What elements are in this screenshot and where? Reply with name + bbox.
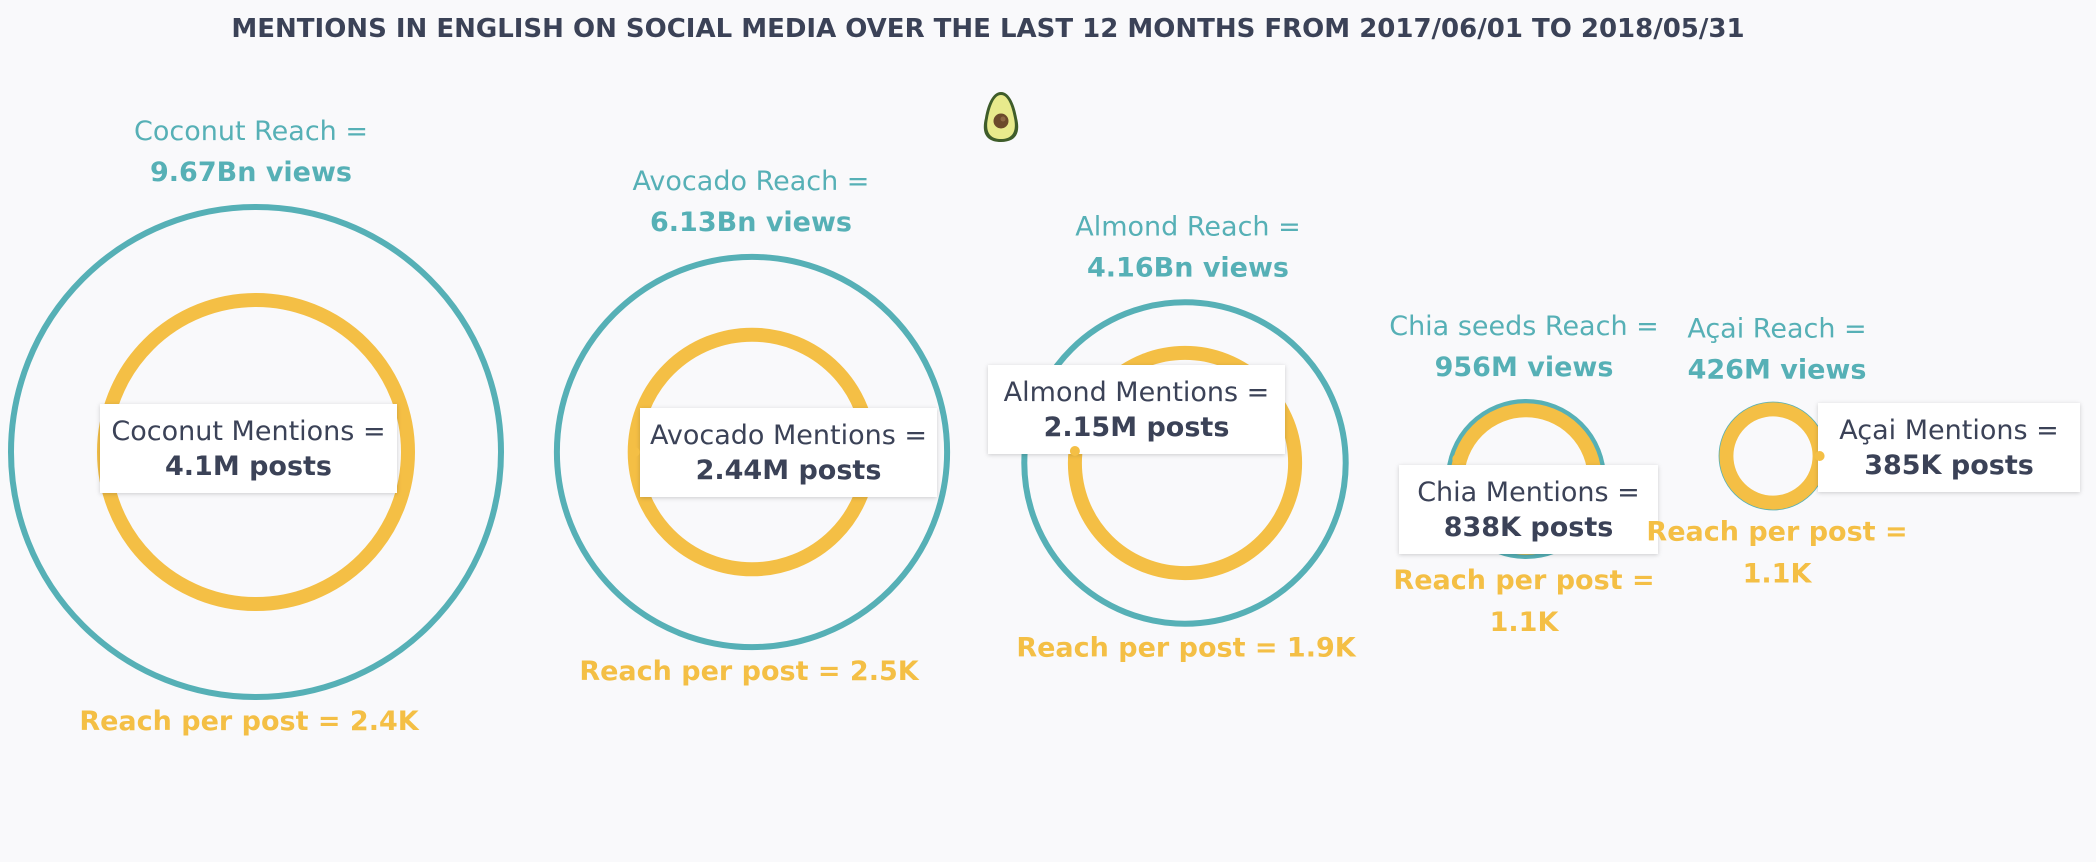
mentions-ring [1719,402,1827,510]
reach-label: Almond Reach = [1075,211,1301,242]
connector-dot [1069,446,1080,456]
reach-ring [1021,299,1349,627]
mentions-value: 2.15M posts [1044,412,1230,443]
reach-label: Avocado Reach = [633,166,870,197]
reach-value: 9.67Bn views [150,157,352,188]
reach-label: Chia seeds Reach = [1389,311,1659,342]
bubble-group: Almond Reach = 4.16Bn views Reach per post… [988,211,1357,664]
mentions-value: 2.44M posts [696,455,882,486]
mentions-box [1399,465,1658,554]
mentions-label: Chia Mentions = [1417,477,1640,508]
connector-dot [403,447,413,457]
reach-per-post: Reach per post = 2.4K [79,706,419,737]
reach-per-post: Reach per post = 2.5K [579,656,919,687]
mentions-label: Almond Mentions = [1004,377,1270,408]
reach-label: Coconut Reach = [134,116,368,147]
reach-value: 6.13Bn views [650,207,852,238]
reach-ring [553,253,951,651]
mentions-label: Avocado Mentions = [650,420,927,451]
bubble-group: Chia seeds Reach = 956M views Reach per po… [1389,311,1659,638]
reach-per-post: 1.1K [1743,558,1813,589]
mentions-label: Açai Mentions = [1839,415,2058,446]
reach-per-post: Reach per post = [1646,516,1907,547]
reach-per-post: Reach per post = [1393,565,1654,596]
connector-dot [1452,454,1463,464]
reach-per-post: 1.1K [1490,607,1560,638]
connector-dot [1814,451,1825,461]
reach-ring [8,204,504,700]
reach-value: 426M views [1688,355,1867,386]
mentions-ring [1067,345,1303,581]
bubbles-layer: Coconut Reach = 9.67Bn views Reach per pos… [8,116,2080,737]
reach-value: 4.16Bn views [1087,252,1289,283]
connector-dot [629,447,640,457]
mentions-value: 838K posts [1444,512,1614,543]
reach-per-post: Reach per post = 1.9K [1016,633,1356,664]
mentions-value: 4.1M posts [165,451,332,482]
bubble-group: Coconut Reach = 9.67Bn views Reach per pos… [8,116,504,737]
reach-label: Açai Reach = [1687,314,1866,345]
avocado-icon [983,92,1019,142]
mentions-box [100,404,397,493]
mentions-box [1818,403,2080,492]
chart-title: MENTIONS IN ENGLISH ON SOCIAL MEDIA OVER… [231,14,1744,44]
mentions-label: Coconut Mentions = [111,416,385,447]
mentions-box [988,365,1285,454]
bubble-group: Avocado Reach = 6.13Bn views Reach per pos… [553,166,951,687]
mentions-value: 385K posts [1864,450,2034,481]
bubble-group: Açai Reach = 426M views Reach per post = 1.… [1646,314,2080,589]
reach-value: 956M views [1435,352,1614,383]
mentions-box [640,408,937,497]
